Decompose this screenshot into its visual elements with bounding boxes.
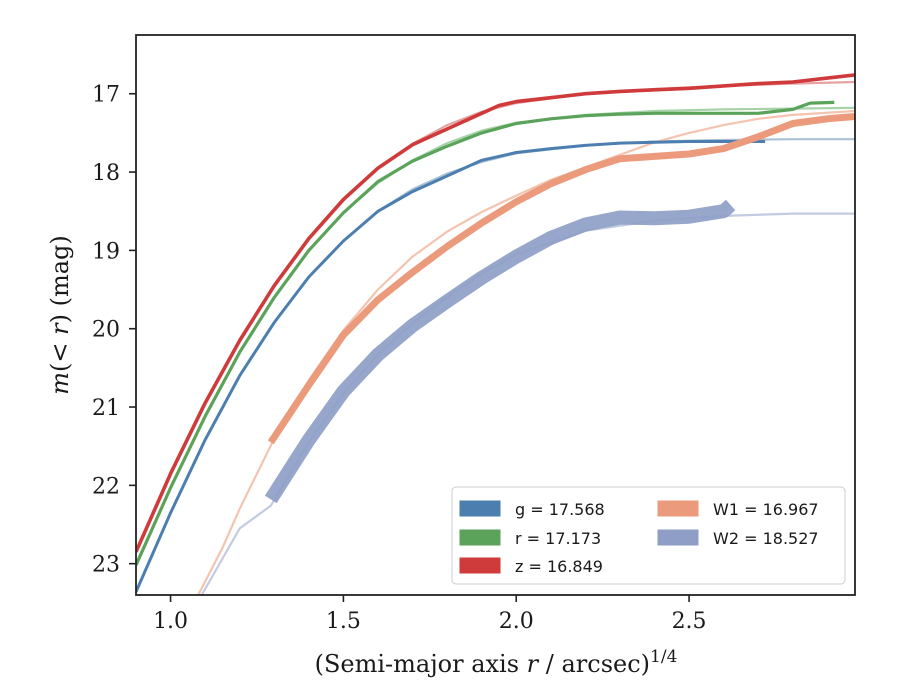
x-tick-label: 2.0 — [499, 609, 534, 634]
profile-curve-g — [136, 140, 766, 593]
legend-item-w2: W2 = 18.527 — [657, 529, 819, 548]
legend-swatch — [459, 500, 501, 517]
legend-frame — [451, 486, 846, 585]
legend: g = 17.568 r = 17.173 z = 16.849 W1 = 16.96… — [451, 486, 846, 585]
legend-label: z = 16.849 — [515, 557, 603, 576]
series-layer — [136, 73, 855, 595]
legend-label: W2 = 18.527 — [713, 529, 819, 548]
legend-item-w1: W1 = 16.967 — [657, 500, 819, 519]
legend-swatch — [657, 529, 699, 546]
y-tick-label: 17 — [92, 83, 120, 108]
legend-item-g: g = 17.568 — [459, 500, 605, 519]
y-axis: 17 18 19 20 21 22 23 — [92, 83, 136, 578]
plot-area — [135, 34, 856, 596]
x-axis-label: (Semi-major axis r / arcsec)1/4 — [315, 647, 678, 678]
y-tick-label: 21 — [92, 396, 120, 421]
legend-swatch — [657, 500, 699, 517]
legend-swatch — [459, 557, 501, 574]
profile-curve-z — [136, 73, 855, 553]
x-tick-label: 1.0 — [153, 609, 188, 634]
profile-curve-r — [136, 100, 835, 566]
x-tick-label: 2.5 — [672, 609, 707, 634]
legend-label: W1 = 16.967 — [713, 500, 819, 519]
y-tick-label: 23 — [92, 553, 120, 578]
x-axis: 1.0 1.5 2.0 2.5 — [153, 595, 707, 634]
profile-curve-w1 — [267, 113, 855, 445]
legend-label: g = 17.568 — [515, 500, 605, 519]
y-axis-label: m(< r) (mag) — [46, 235, 74, 395]
profile-curve-w2 — [264, 199, 736, 504]
y-tick-label: 22 — [92, 474, 120, 499]
legend-item-r: r = 17.173 — [459, 529, 601, 548]
y-tick-label: 18 — [92, 161, 120, 186]
y-tick-label: 19 — [92, 239, 120, 264]
x-tick-label: 1.5 — [326, 609, 361, 634]
y-tick-label: 20 — [92, 318, 120, 343]
legend-swatch — [459, 529, 501, 546]
legend-item-z: z = 16.849 — [459, 557, 603, 576]
plot-frame — [135, 34, 856, 596]
legend-label: r = 17.173 — [515, 529, 601, 548]
